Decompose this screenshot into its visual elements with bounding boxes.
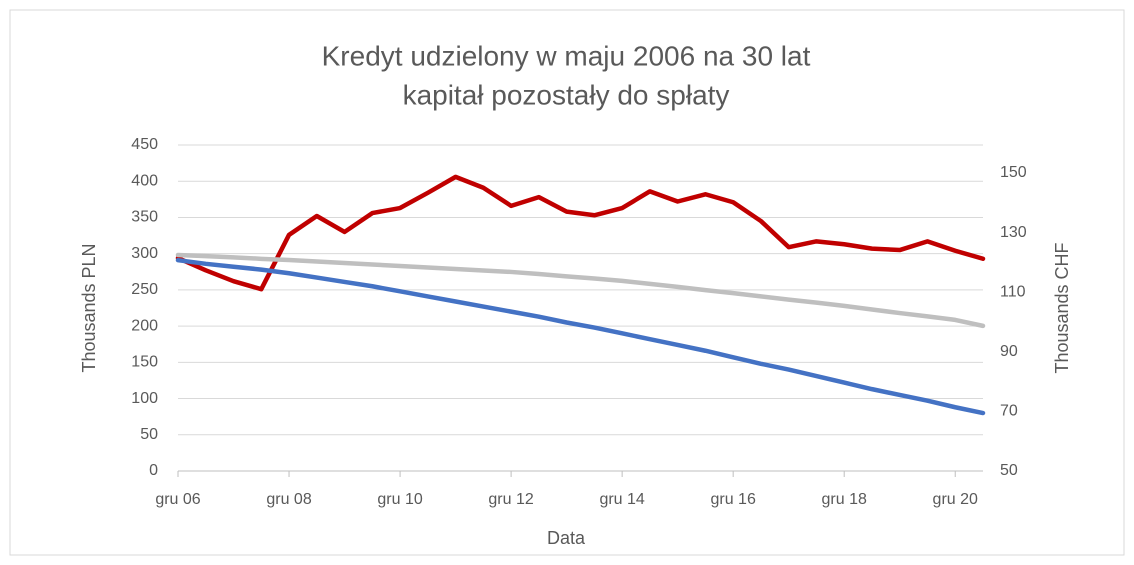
y-tick-label: 400 [131, 172, 158, 189]
x-tick-label: gru 14 [599, 491, 644, 508]
chart-title: Kredyt udzielony w maju 2006 na 30 lat [322, 40, 811, 71]
y2-tick-label: 50 [1000, 462, 1018, 479]
y-tick-label: 350 [131, 209, 158, 226]
y-tick-label: 200 [131, 317, 158, 334]
series-line [175, 257, 986, 416]
y2-axis-label: Thousands CHF [1052, 242, 1072, 373]
x-tick-label: gru 20 [933, 491, 978, 508]
y-tick-label: 50 [140, 426, 158, 443]
y-tick-label: 0 [149, 462, 158, 479]
y2-tick-label: 150 [1000, 164, 1027, 181]
series-line [175, 174, 986, 292]
y-tick-label: 100 [131, 390, 158, 407]
y-axis-label: Thousands PLN [79, 243, 99, 372]
chart-subtitle: kapitał pozostały do spłaty [403, 79, 730, 110]
x-tick-label: gru 16 [710, 491, 755, 508]
y2-tick-label: 130 [1000, 224, 1027, 241]
x-axis-label: Data [547, 528, 586, 548]
y-tick-label: 300 [131, 245, 158, 262]
series-line [175, 252, 986, 329]
x-tick-label: gru 06 [155, 491, 200, 508]
y2-tick-label: 70 [1000, 403, 1018, 420]
y-tick-label: 450 [131, 136, 158, 153]
chart-frame [9, 9, 1125, 556]
y-tick-label: 150 [131, 354, 158, 371]
x-tick-label: gru 18 [822, 491, 867, 508]
x-tick-label: gru 08 [266, 491, 311, 508]
y2-tick-label: 90 [1000, 343, 1018, 360]
x-tick-label: gru 12 [488, 491, 533, 508]
y2-tick-label: 110 [1000, 283, 1026, 300]
y-tick-label: 250 [131, 281, 158, 298]
x-tick-label: gru 10 [377, 491, 422, 508]
